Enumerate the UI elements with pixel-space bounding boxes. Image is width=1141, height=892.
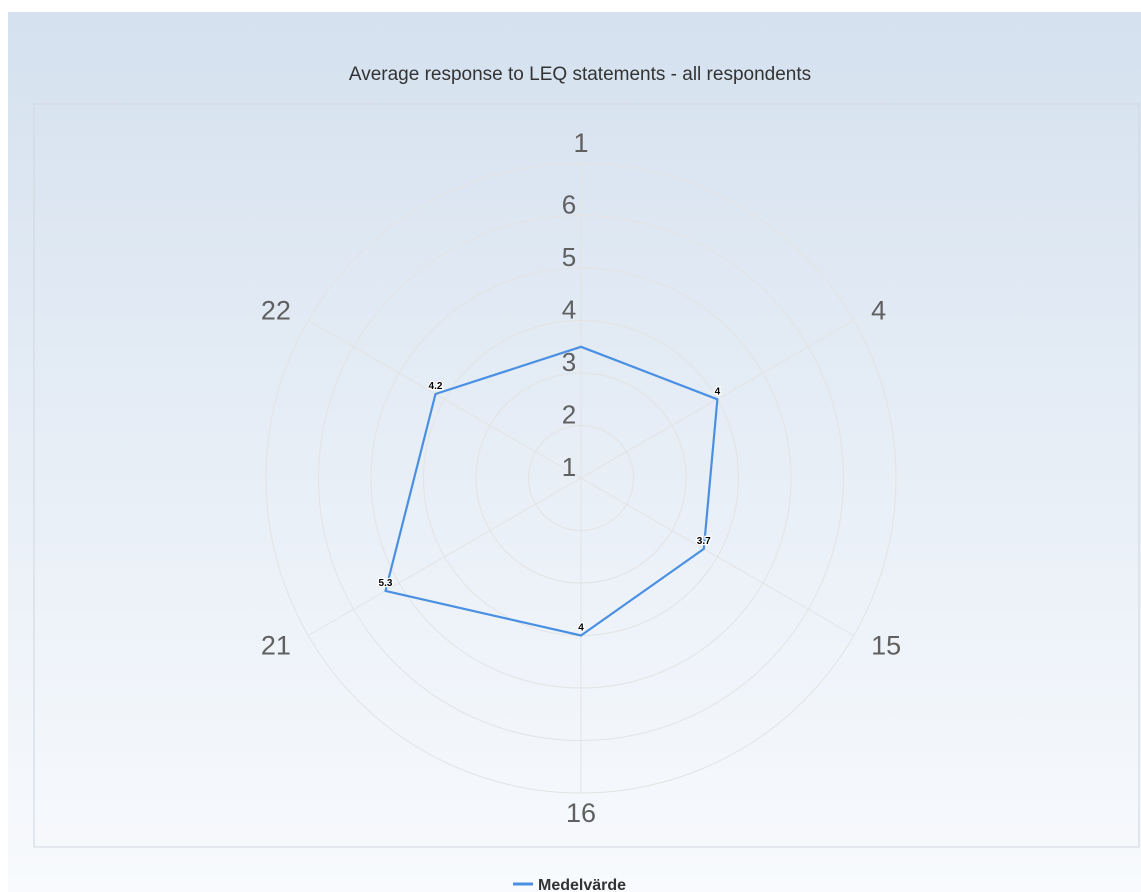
radial-tick-label: 5 xyxy=(562,242,576,272)
data-label: 4 xyxy=(578,623,584,634)
radial-tick-labels: 1 2 3 4 5 6 xyxy=(562,190,576,483)
grid-spokes xyxy=(307,163,855,793)
grid-spoke-4 xyxy=(307,477,582,636)
legend-label[interactable]: Medelvärde xyxy=(538,877,626,892)
category-label-16: 16 xyxy=(566,798,596,828)
chart-background xyxy=(8,12,1141,892)
radial-tick-label: 4 xyxy=(562,295,576,325)
radial-tick-label: 3 xyxy=(562,347,576,377)
series-medelvarde[interactable] xyxy=(384,345,719,637)
grid-spoke-5 xyxy=(307,320,582,479)
category-label-4: 4 xyxy=(871,296,886,326)
data-label: 4.2 xyxy=(429,381,443,392)
grid-spoke-2 xyxy=(580,477,855,636)
data-label: 4 xyxy=(715,386,721,397)
radial-tick-label: 6 xyxy=(562,190,576,220)
chart-title: Average response to LEQ statements - all… xyxy=(349,64,811,85)
data-label: 3.7 xyxy=(697,536,711,547)
radial-tick-label: 1 xyxy=(562,452,576,482)
plot-area-border xyxy=(33,103,1140,848)
category-label-22: 22 xyxy=(261,296,291,326)
data-labels: 4 3.7 4 5.3 4.2 xyxy=(377,380,722,635)
category-label-15: 15 xyxy=(871,631,901,661)
category-label-21: 21 xyxy=(261,631,291,661)
data-label: 5.3 xyxy=(379,578,393,589)
legend[interactable]: Medelvärde xyxy=(513,877,626,892)
radial-tick-label: 2 xyxy=(562,400,576,430)
category-label-1: 1 xyxy=(573,128,588,158)
